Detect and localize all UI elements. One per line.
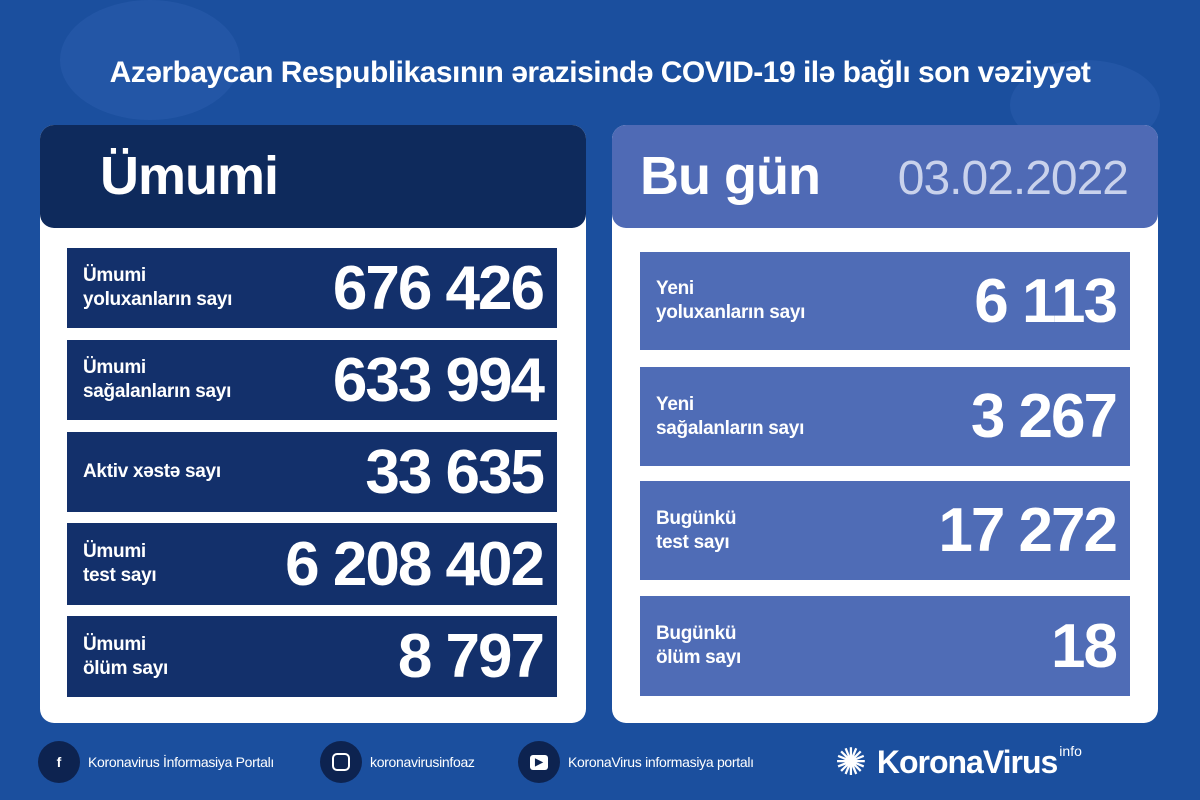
stat-value: 633 994 — [332, 345, 545, 415]
stat-row: Ümumi test sayı 6 208 402 — [67, 523, 557, 605]
koronavirus-logo: ✺ KoronaVirus info — [835, 741, 1082, 784]
total-header: Ümumi — [40, 125, 586, 228]
instagram-icon — [320, 741, 362, 783]
stat-value: 6 113 — [974, 266, 1118, 336]
stat-row: Yeni sağalanların sayı 3 267 — [640, 367, 1130, 466]
stat-label: Yeni sağalanların sayı — [656, 393, 805, 439]
stat-row: Ümumi yoluxanların sayı 676 426 — [67, 248, 557, 328]
today-header: Bu gün 03.02.2022 — [612, 125, 1158, 228]
total-panel: Ümumi Ümumi yoluxanların sayı 676 426 Ümum… — [40, 125, 586, 723]
stat-value: 33 635 — [365, 437, 545, 507]
youtube-icon: ▶ — [518, 741, 560, 783]
instagram-link[interactable]: koronavirusinfoaz — [320, 736, 475, 788]
stat-value: 6 208 402 — [285, 529, 545, 599]
stat-row: Aktiv xəstə sayı 33 635 — [67, 432, 557, 512]
stat-label: Aktiv xəstə sayı — [83, 461, 221, 482]
stat-row: Bugünkü ölüm sayı 18 — [640, 596, 1130, 696]
today-panel: Bu gün 03.02.2022 Yeni yoluxanların sayı… — [612, 125, 1158, 723]
stat-row: Yeni yoluxanların sayı 6 113 — [640, 252, 1130, 350]
today-heading: Bu gün — [640, 146, 821, 206]
stat-label: Ümumi sağalanların sayı — [83, 357, 232, 402]
stat-label: Ümumi yoluxanların sayı — [83, 265, 233, 310]
stat-label: Ümumi ölüm sayı — [83, 633, 168, 679]
date: 03.02.2022 — [897, 152, 1129, 205]
virus-decoration — [60, 0, 240, 120]
stat-label: Ümumi test sayı — [83, 541, 157, 586]
stat-row: Ümumi ölüm sayı 8 797 — [67, 616, 557, 697]
stat-label: Yeni yoluxanların sayı — [656, 278, 806, 323]
facebook-link[interactable]: f Koronavirus İnformasiya Portalı — [38, 736, 274, 788]
stat-row: Ümumi sağalanların sayı 633 994 — [67, 340, 557, 420]
youtube-link[interactable]: ▶ KoronaVirus informasiya portalı — [518, 736, 754, 788]
stat-value: 3 267 — [970, 382, 1118, 451]
stat-row: Bugünkü test sayı 17 272 — [640, 481, 1130, 580]
stat-label: Bugünkü test sayı — [656, 507, 737, 553]
total-heading: Ümumi — [100, 146, 279, 206]
stat-value: 17 272 — [938, 496, 1118, 565]
sun-virus-icon: ✺ — [835, 741, 867, 784]
stat-value: 18 — [1051, 611, 1118, 681]
facebook-icon: f — [38, 741, 80, 783]
stat-value: 8 797 — [397, 622, 545, 691]
stat-value: 676 426 — [332, 253, 545, 323]
stat-label: Bugünkü ölüm sayı — [656, 623, 741, 668]
page-title: Azərbaycan Respublikasının ərazisində CO… — [109, 56, 1091, 89]
